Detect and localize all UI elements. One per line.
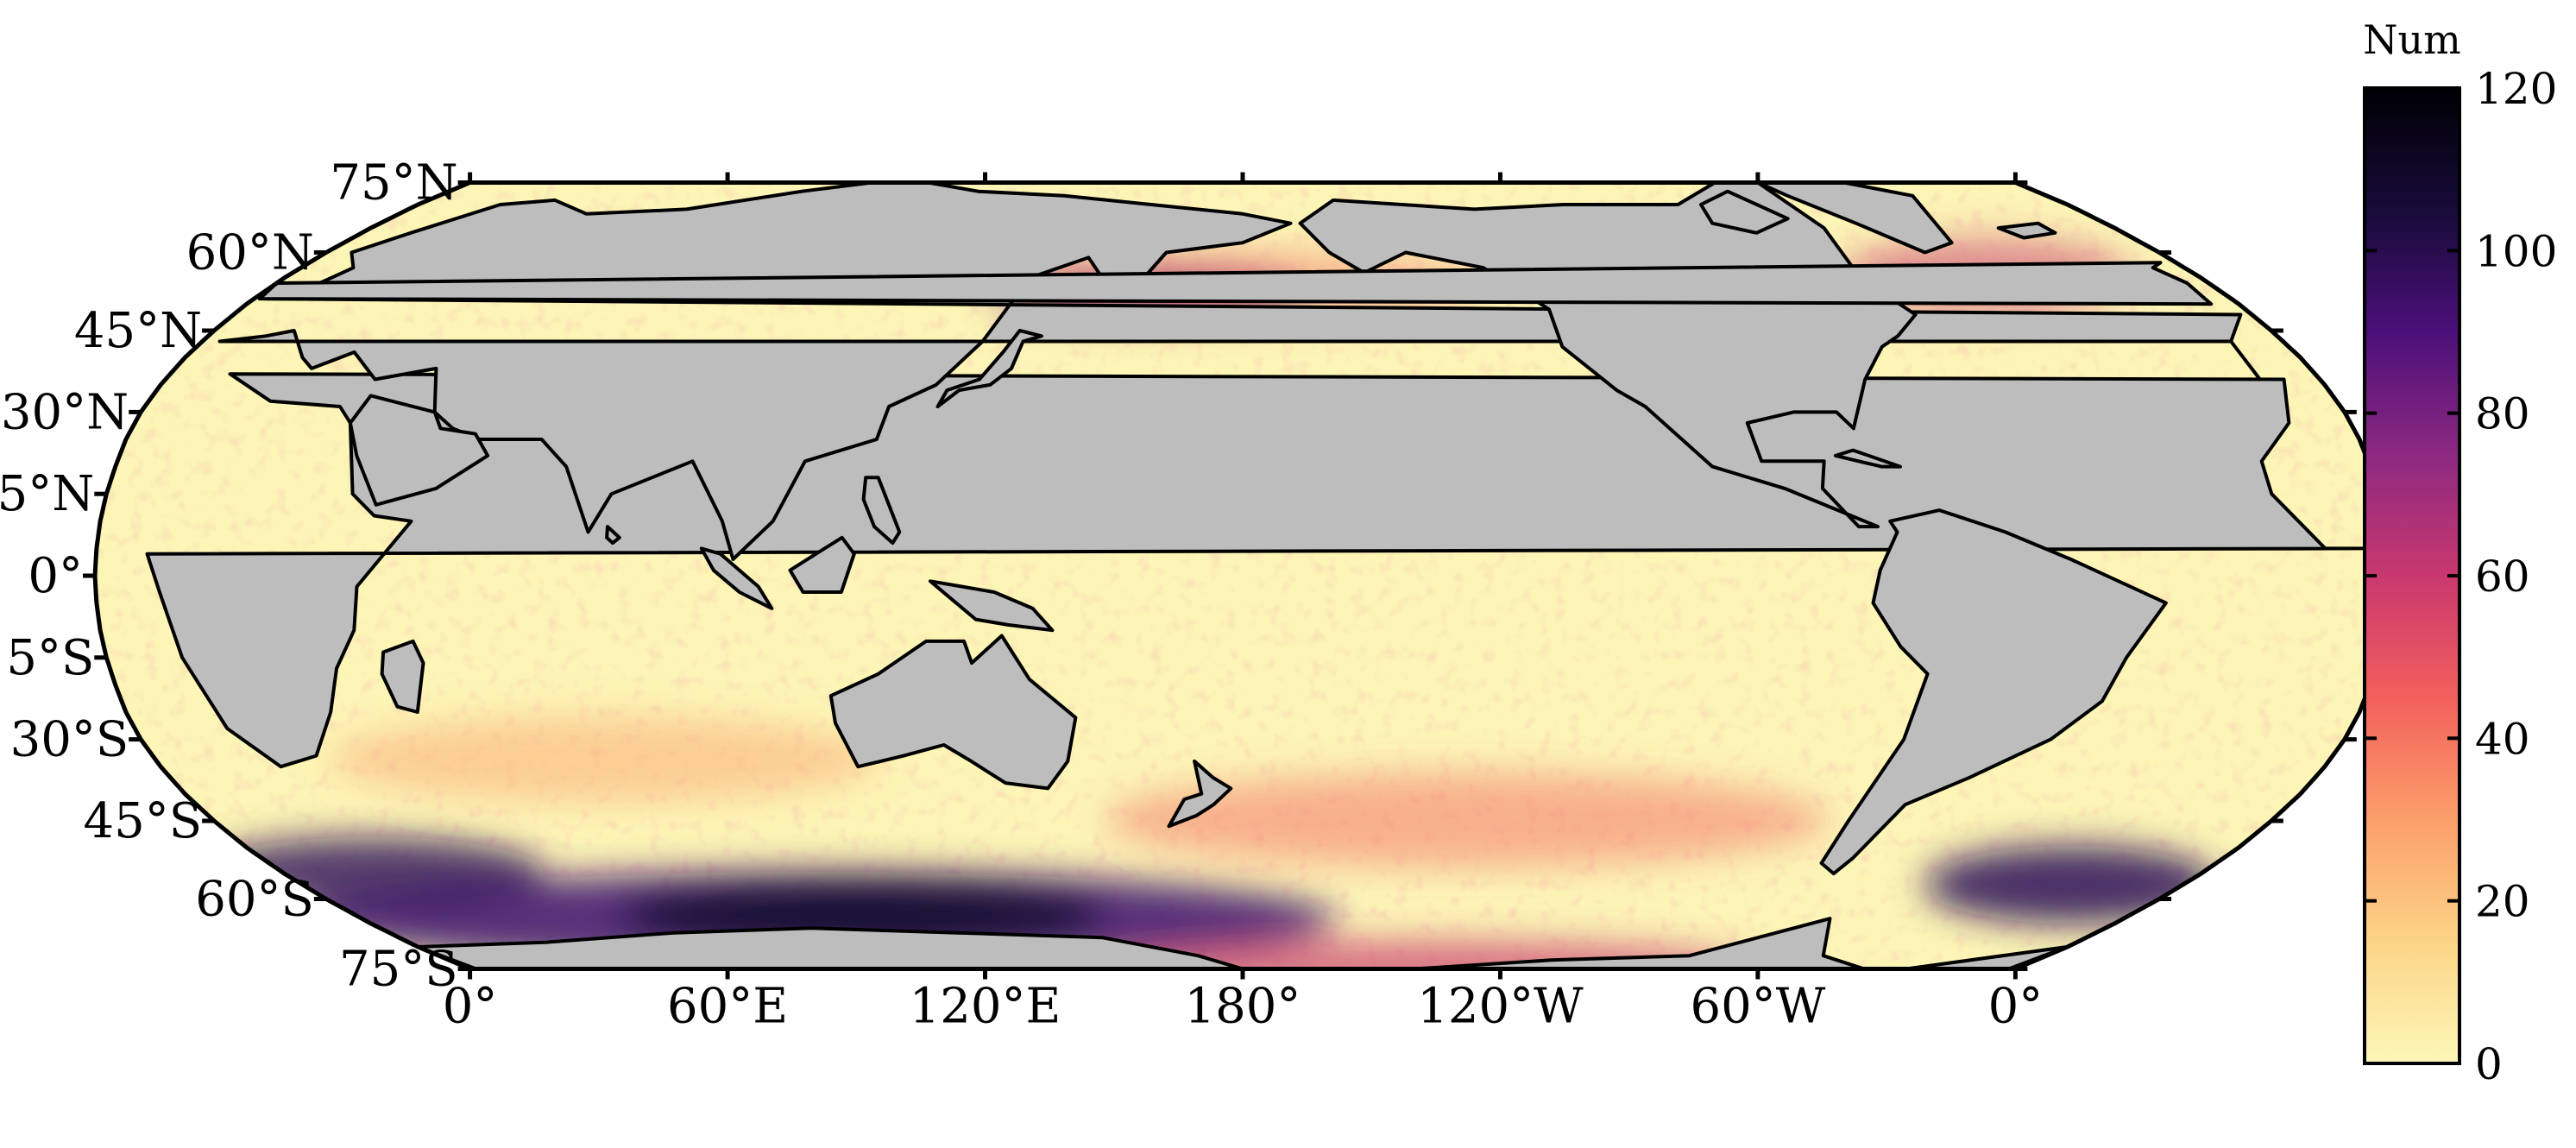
- land-cuba: [1833, 448, 1902, 469]
- land-borneo: [788, 535, 856, 594]
- land-australia: [828, 634, 1078, 791]
- land-sumatra: [699, 546, 774, 610]
- land-eurasia: [217, 182, 2262, 561]
- hotspot-south-atlantic: [1924, 846, 2218, 924]
- colorbar-tick-label-20: 20: [2475, 877, 2530, 927]
- colorbar-tick-label-0: 0: [2475, 1039, 2503, 1089]
- lat-label-60s: 60°S: [195, 872, 314, 928]
- latitude-labels: 75°N 60°N 45°N 30°N 15°N 0° 15°S 30°S 45°S 60°S 75…: [0, 155, 458, 998]
- colorbar-tick-label-40: 40: [2475, 714, 2530, 764]
- lon-label-5: 60°W: [1690, 979, 1825, 1035]
- lat-label-75n: 75°N: [330, 155, 457, 211]
- colorbar-tick-label-80: 80: [2475, 389, 2530, 439]
- longitude-labels: 0° 60°E 120°E 180° 120°W 60°W 0°: [443, 979, 2043, 1035]
- colorbar-tick-label-100: 100: [2475, 226, 2557, 276]
- colorbar-ramp: [2363, 86, 2461, 1065]
- land: [145, 182, 2365, 969]
- colorbar-title: Num: [2363, 16, 2461, 63]
- land-uk: [257, 261, 2214, 306]
- land-iceland: [1996, 221, 2057, 240]
- hotspot-indian-ocean: [328, 716, 880, 803]
- colorbar: Num 0 20 40 60 80 100 120: [2363, 16, 2557, 1089]
- land-new-zealand: [1167, 759, 1233, 829]
- land-arabia: [348, 394, 490, 507]
- colorbar-tick-label-120: 120: [2475, 64, 2557, 114]
- lon-label-3: 180°: [1185, 979, 1301, 1035]
- lat-label-0: 0°: [28, 548, 83, 604]
- lat-label-75s: 75°S: [339, 942, 458, 998]
- land-japan: [935, 329, 1043, 408]
- land-new-guinea: [929, 579, 1055, 633]
- colorbar-tick-label-60: 60: [2475, 552, 2530, 602]
- lat-label-15s: 15°S: [0, 630, 94, 686]
- hotspot-south-pacific-mid: [1105, 773, 1830, 867]
- land-madagascar: [380, 639, 425, 714]
- land-philippines: [861, 476, 902, 546]
- lat-label-45s: 45°S: [83, 793, 202, 849]
- lat-label-30s: 30°S: [10, 712, 129, 768]
- lat-label-15n: 15°N: [0, 466, 94, 522]
- lon-label-6: 0°: [1988, 979, 2044, 1035]
- lat-label-30n: 30°N: [1, 384, 129, 440]
- lon-label-0: 0°: [443, 979, 498, 1035]
- lon-label-4: 120°W: [1417, 979, 1584, 1035]
- land-south-america: [1819, 508, 2168, 876]
- lon-label-2: 120°E: [910, 979, 1061, 1035]
- lon-label-1: 60°E: [667, 979, 788, 1035]
- land-sri-lanka: [605, 525, 621, 546]
- map-ticks: [83, 172, 2403, 980]
- lat-label-60n: 60°N: [186, 225, 314, 281]
- lat-label-45n: 45°N: [74, 303, 202, 359]
- land-baffin: [1699, 189, 1790, 235]
- land-greenland: [1755, 182, 1954, 255]
